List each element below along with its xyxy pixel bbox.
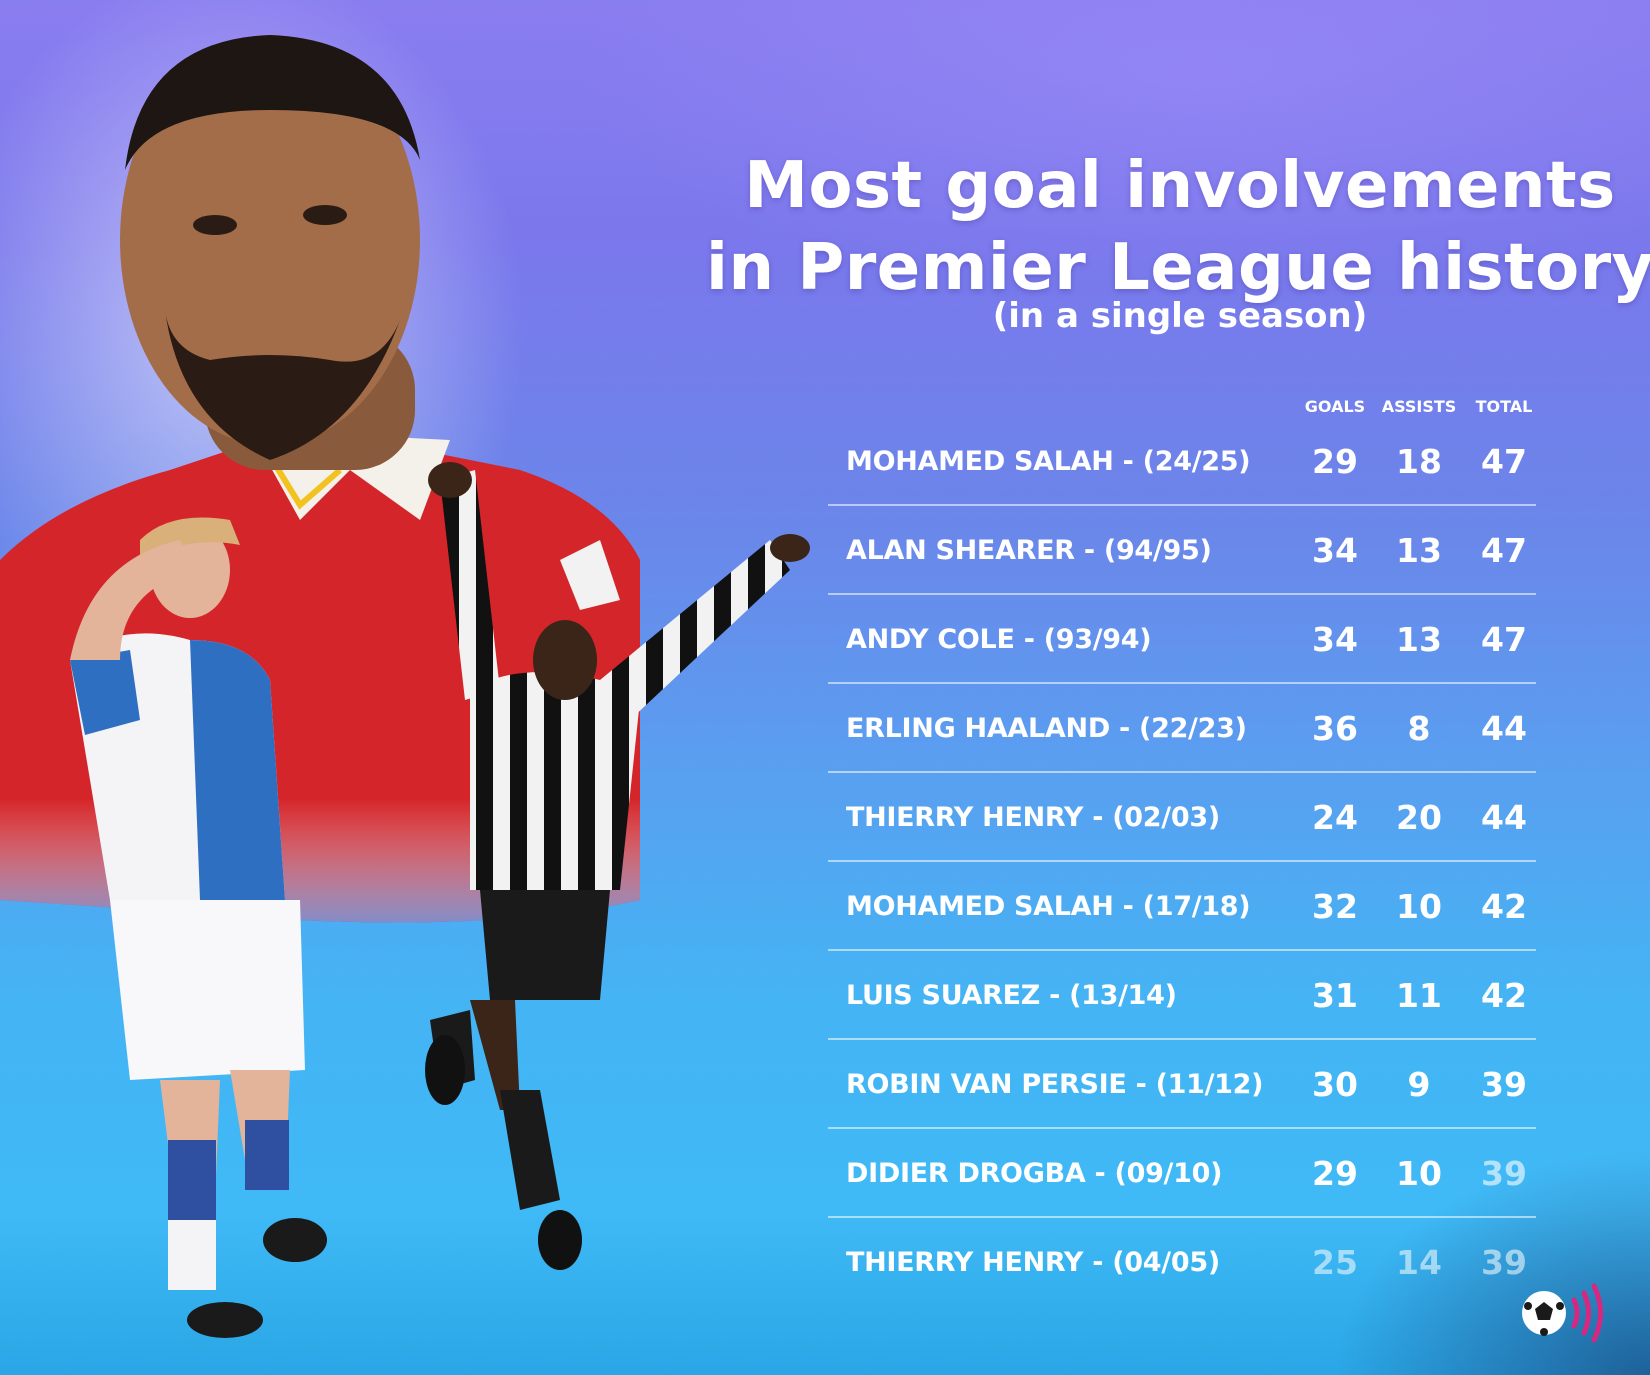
- total-value: 44: [1481, 798, 1527, 837]
- goals-value: 25: [1312, 1243, 1358, 1282]
- total-value: 42: [1481, 887, 1527, 926]
- table-row: ERLING HAALAND - (22/23) 36 8 44: [828, 684, 1536, 773]
- player-name: ROBIN VAN PERSIE - (11/12): [846, 1069, 1264, 1100]
- table-row: THIERRY HENRY - (04/05) 25 14 39: [828, 1218, 1536, 1307]
- total-value: 39: [1481, 1154, 1527, 1193]
- goals-value: 36: [1312, 709, 1358, 748]
- goals-value: 30: [1312, 1065, 1358, 1104]
- table-row: ALAN SHEARER - (94/95) 34 13 47: [828, 506, 1536, 595]
- total-value: 47: [1481, 620, 1527, 659]
- goals-value: 34: [1312, 620, 1358, 659]
- goals-value: 29: [1312, 1154, 1358, 1193]
- chart-subtitle: (in a single season): [992, 296, 1368, 336]
- total-value: 44: [1481, 709, 1527, 748]
- table-row: DIDIER DROGBA - (09/10) 29 10 39: [828, 1129, 1536, 1218]
- goals-value: 32: [1312, 887, 1358, 926]
- total-value: 42: [1481, 976, 1527, 1015]
- player-name: MOHAMED SALAH - (17/18): [846, 891, 1251, 922]
- assists-value: 20: [1396, 798, 1442, 837]
- goals-value: 24: [1312, 798, 1358, 837]
- total-value: 39: [1481, 1065, 1527, 1104]
- assists-value: 10: [1396, 1154, 1442, 1193]
- assists-value: 11: [1396, 976, 1442, 1015]
- total-value: 39: [1481, 1243, 1527, 1282]
- goals-value: 29: [1312, 442, 1358, 481]
- assists-value: 13: [1396, 531, 1442, 570]
- assists-value: 8: [1407, 709, 1431, 748]
- left-player-image: [70, 517, 327, 1338]
- chart-title: Most goal involvements in Premier League…: [700, 145, 1650, 309]
- table-row: MOHAMED SALAH - (17/18) 32 10 42: [828, 862, 1536, 951]
- title-line-2: in Premier League history: [706, 231, 1650, 305]
- player-name: MOHAMED SALAH - (24/25): [846, 446, 1251, 477]
- player-name: ALAN SHEARER - (94/95): [846, 535, 1212, 566]
- total-value: 47: [1481, 531, 1527, 570]
- table-row: LUIS SUAREZ - (13/14) 31 11 42: [828, 951, 1536, 1040]
- column-header-assists: ASSISTS: [1381, 397, 1457, 416]
- assists-value: 14: [1396, 1243, 1442, 1282]
- table-row: ANDY COLE - (93/94) 34 13 47: [828, 595, 1536, 684]
- assists-value: 10: [1396, 887, 1442, 926]
- assists-value: 13: [1396, 620, 1442, 659]
- player-name: DIDIER DROGBA - (09/10): [846, 1158, 1223, 1189]
- assists-value: 9: [1407, 1065, 1431, 1104]
- stats-table: MOHAMED SALAH - (24/25) 29 18 47 ALAN SHEARE…: [828, 417, 1536, 1307]
- table-row: THIERRY HENRY - (02/03) 24 20 44: [828, 773, 1536, 862]
- player-name: ANDY COLE - (93/94): [846, 624, 1152, 655]
- title-line-1: Most goal involvements: [744, 149, 1616, 223]
- right-player-image: [425, 462, 810, 1270]
- player-name: THIERRY HENRY - (02/03): [846, 802, 1220, 833]
- assists-value: 18: [1396, 442, 1442, 481]
- background-shade: [1150, 1055, 1650, 1375]
- goals-value: 31: [1312, 976, 1358, 1015]
- football-sound-logo-icon: [1522, 1283, 1603, 1343]
- player-name: LUIS SUAREZ - (13/14): [846, 980, 1177, 1011]
- goals-value: 34: [1312, 531, 1358, 570]
- column-header-goals: GOALS: [1304, 397, 1366, 416]
- column-header-total: TOTAL: [1475, 397, 1533, 416]
- table-row: ROBIN VAN PERSIE - (11/12) 30 9 39: [828, 1040, 1536, 1129]
- table-row: MOHAMED SALAH - (24/25) 29 18 47: [828, 417, 1536, 506]
- total-value: 47: [1481, 442, 1527, 481]
- player-name: THIERRY HENRY - (04/05): [846, 1247, 1220, 1278]
- player-name: ERLING HAALAND - (22/23): [846, 713, 1247, 744]
- players-artwork: [0, 35, 810, 1338]
